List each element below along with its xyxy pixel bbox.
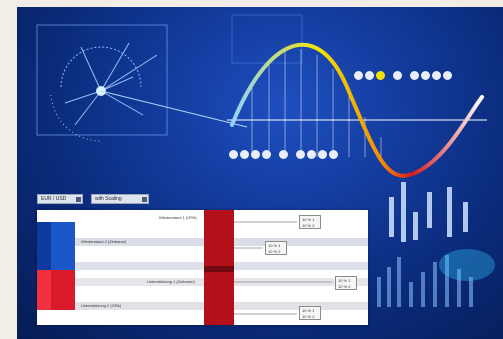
badge [318, 150, 327, 159]
order-qty-box[interactable]: 10 % 1 10 % 2 [299, 306, 321, 320]
badge [354, 71, 363, 80]
badge [307, 150, 316, 159]
qty-b: 10 % 2 [302, 314, 315, 319]
badge [262, 150, 271, 159]
order-qty-box[interactable]: 10 % 1 10 % 2 [299, 215, 321, 229]
row-label: Wiederstand 2 (Zeitraum) [81, 239, 127, 244]
order-qty-box[interactable]: 10 % 1 10 % 2 [335, 276, 357, 290]
badge [240, 150, 249, 159]
badge [393, 71, 402, 80]
chevron-down-icon [76, 197, 81, 202]
stock-trading-photo: EUR / USD with Scaling [17, 7, 503, 339]
badge [279, 150, 288, 159]
chevron-down-icon [142, 197, 147, 202]
curve-grid [251, 49, 382, 162]
qty-b: 10 % 2 [302, 223, 315, 228]
badge [296, 150, 305, 159]
volume-bars [377, 255, 473, 307]
row-label: Wiederstand 1 (GPA) [159, 215, 197, 220]
order-panel-graphics [37, 210, 368, 325]
qty-a: 10 % 1 [302, 217, 315, 222]
badge [376, 71, 385, 80]
badge [329, 150, 338, 159]
qty-b: 10 % 2 [338, 284, 351, 289]
qty-b: 10 % 2 [268, 249, 281, 254]
qty-a: 10 % 1 [338, 278, 351, 283]
qty-a: 10 % 1 [268, 243, 281, 248]
row-label: Unterstützung 1 (Zeitraum) [147, 279, 195, 284]
radar-pointer [100, 90, 248, 128]
scaling-dropdown[interactable]: with Scaling [91, 194, 149, 204]
top-badge-row [354, 71, 452, 80]
order-panel: Wiederstand 1 (GPA) Wiederstand 2 (Zeitr… [37, 210, 368, 325]
dropdown-label: with Scaling [95, 196, 122, 202]
order-qty-box[interactable]: 10 % 1 10 % 2 [265, 241, 287, 255]
glow-spot [439, 249, 495, 281]
qty-a: 10 % 1 [302, 308, 315, 313]
badge [432, 71, 441, 80]
background-graphics [36, 14, 495, 307]
badge [365, 71, 374, 80]
badge [421, 71, 430, 80]
radar-dial [50, 42, 158, 142]
level-lines [234, 221, 332, 315]
candle-chart [389, 182, 468, 242]
sine-curve [230, 42, 484, 178]
badge [410, 71, 419, 80]
badge [251, 150, 260, 159]
row-label: Unterstützung 2 (GPA) [81, 303, 122, 308]
badge [443, 71, 452, 80]
dropdown-label: EUR / USD [41, 196, 67, 202]
currency-pair-dropdown[interactable]: EUR / USD [37, 194, 83, 204]
badge [229, 150, 238, 159]
radar-frame [36, 24, 168, 136]
faint-chart-frame [231, 14, 303, 64]
bottom-badge-row [229, 150, 338, 159]
